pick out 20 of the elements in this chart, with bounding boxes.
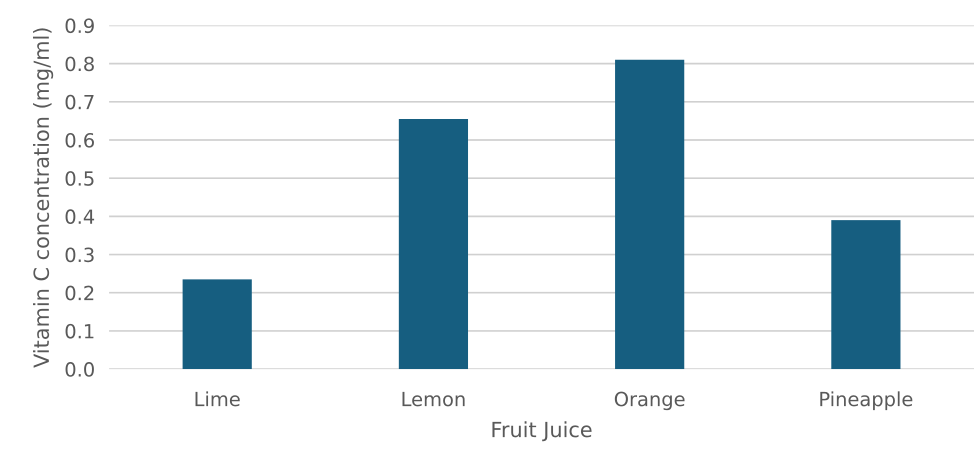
y-tick-label: 0.4	[66, 209, 94, 224]
bar	[615, 60, 684, 370]
x-tick-label: Lemon	[402, 392, 465, 406]
y-tick-label: 0.8	[66, 56, 94, 72]
y-tick-label: 0.2	[66, 286, 94, 300]
x-tick-label: Orange	[614, 392, 685, 410]
y-tick-label: 0.7	[66, 94, 94, 110]
x-tick-label: Pineapple	[820, 391, 912, 410]
y-tick-label: 0.1	[66, 324, 94, 339]
bar	[398, 118, 468, 370]
y-tick-label: 0.5	[66, 171, 94, 186]
x-axis-title: Fruit Juice	[492, 421, 592, 442]
y-axis-title: Vitamin C concentration (mg/ml)	[33, 28, 54, 368]
y-tick-label: 0.3	[66, 248, 94, 262]
x-tick-label: Lime	[196, 391, 240, 406]
bar	[182, 279, 252, 370]
y-tick-label: 0.0	[66, 362, 94, 377]
bar	[831, 220, 900, 370]
y-tick-label: 0.9	[66, 18, 94, 34]
y-tick-label: 0.6	[66, 132, 94, 148]
